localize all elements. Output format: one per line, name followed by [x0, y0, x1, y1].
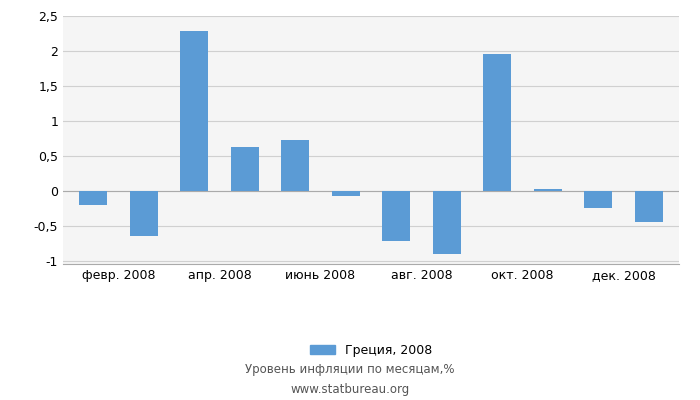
Bar: [281, 140, 309, 191]
Bar: [483, 54, 511, 191]
Bar: [79, 191, 107, 205]
Bar: [231, 147, 259, 191]
Bar: [534, 189, 561, 191]
Text: www.statbureau.org: www.statbureau.org: [290, 384, 410, 396]
Bar: [181, 31, 208, 191]
Bar: [130, 191, 158, 236]
Bar: [433, 191, 461, 254]
Bar: [584, 191, 612, 208]
Legend: Греция, 2008: Греция, 2008: [305, 339, 437, 362]
Bar: [382, 191, 410, 241]
Text: Уровень инфляции по месяцам,%: Уровень инфляции по месяцам,%: [245, 364, 455, 376]
Bar: [332, 191, 360, 196]
Bar: [635, 191, 663, 222]
